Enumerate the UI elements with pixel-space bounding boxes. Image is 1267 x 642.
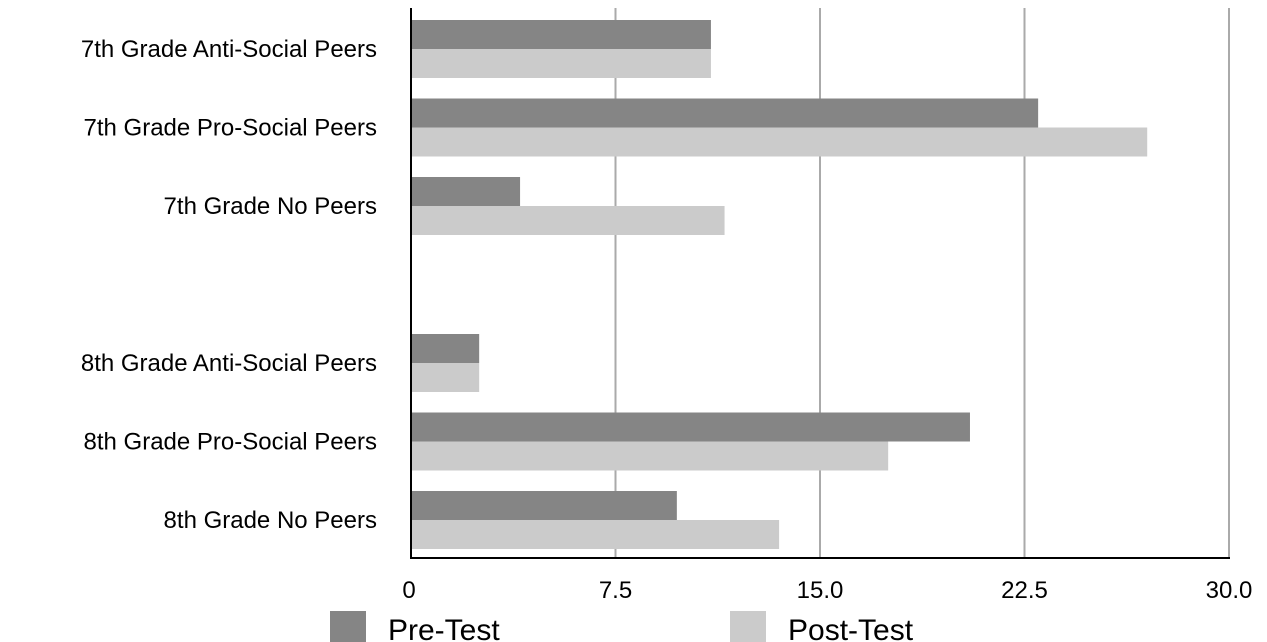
bar-pre-test [411,20,711,49]
category-label: 7th Grade No Peers [164,193,377,220]
bar-pre-test [411,412,970,442]
legend-swatch-pre-test [330,611,366,642]
category-label: 7th Grade Pro-Social Peers [84,115,377,142]
bar-post-test [411,520,780,549]
legend-label-pre-test: Pre-Test [388,614,500,642]
grid-lines [614,8,1230,558]
category-label: 8th Grade Anti-Social Peers [81,350,377,377]
x-tick-label: 22.5 [1001,577,1048,604]
bar-post-test [411,49,711,78]
bar-pre-test [411,177,521,206]
bar-pre-test [411,491,677,520]
x-tick-label: 7.5 [599,577,632,604]
legend-swatch-post-test [730,611,766,642]
category-label: 8th Grade Pro-Social Peers [84,429,377,456]
bars [411,20,1148,549]
x-tick-labels: 0 7.5 15.0 22.5 30.0 [402,577,1252,604]
legend-label-post-test: Post-Test [788,614,914,642]
bar-pre-test [411,98,1039,128]
x-tick-label: 30.0 [1206,577,1253,604]
x-tick-label: 0 [402,577,415,604]
category-labels: 7th Grade Anti-Social Peers 7th Grade Pro… [81,36,377,534]
axes [410,8,1230,559]
bar-post-test [411,206,725,235]
legend: Pre-Test Post-Test [330,611,914,642]
category-label: 8th Grade No Peers [164,507,377,534]
x-tick-label: 15.0 [797,577,844,604]
bar-post-test [411,127,1148,157]
bar-post-test [411,363,480,392]
bar-pre-test [411,334,480,363]
bar-post-test [411,441,889,471]
category-label: 7th Grade Anti-Social Peers [81,36,377,63]
